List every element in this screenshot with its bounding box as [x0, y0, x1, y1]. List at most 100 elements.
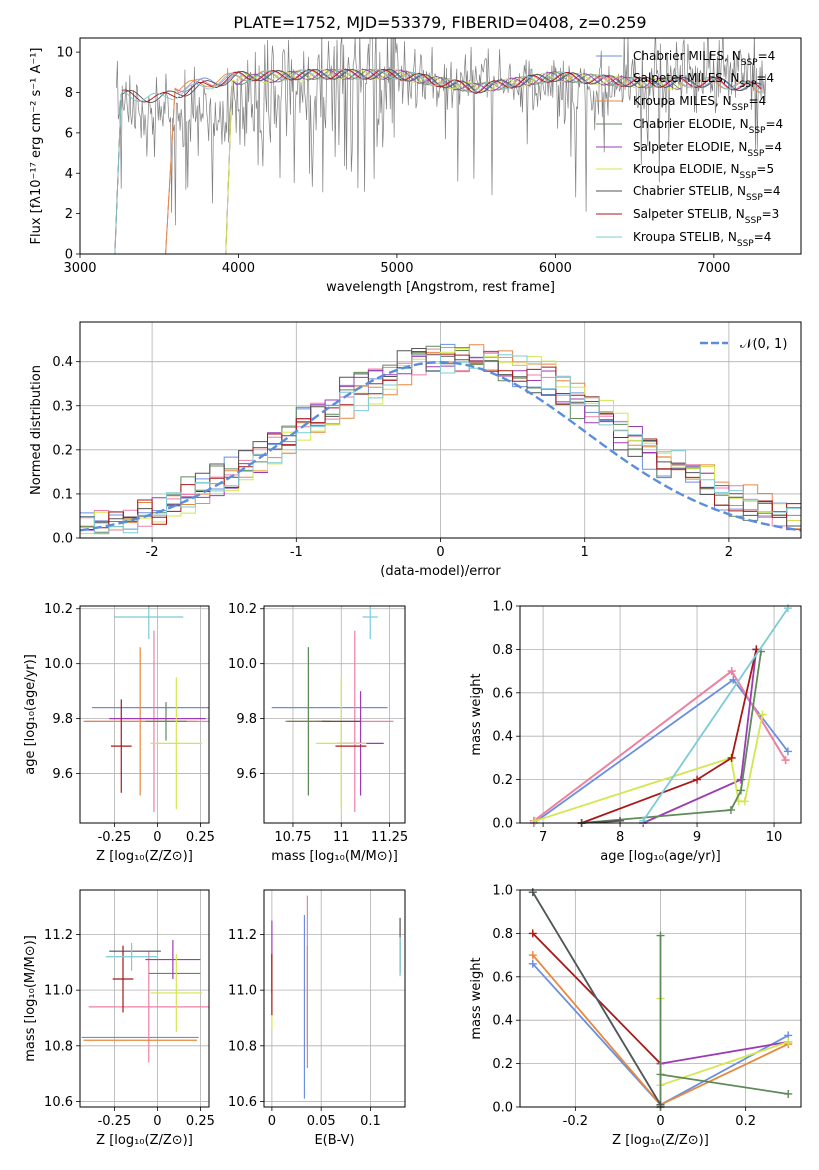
errorbar-point [88, 951, 209, 1063]
x-tick-label: 10 [766, 830, 783, 845]
y-tick-label: 2 [65, 207, 73, 222]
y-tick-label: 9.6 [52, 767, 73, 782]
y-tick-label: 4 [65, 167, 73, 182]
plot-area [271, 895, 401, 1099]
axes-frame [79, 605, 210, 824]
weight-line [581, 649, 758, 824]
legend-label: Salpeter STELIB, NSSP=3 [633, 207, 779, 226]
x-tick-label: 5000 [380, 261, 413, 276]
x-tick-label: 0 [153, 830, 161, 845]
y-axis-label: Normed distribution [29, 365, 44, 495]
y-tick-label: 10.2 [228, 602, 257, 617]
weight-line [581, 651, 762, 824]
normal-curve [80, 360, 801, 532]
weight-marker [616, 816, 625, 825]
weight-marker [736, 775, 745, 784]
y-tick-label: 9.8 [236, 712, 257, 727]
x-axis-label: wavelength [Angstrom, rest frame] [326, 280, 555, 295]
histogram-series [80, 352, 801, 535]
weight-marker [528, 951, 537, 960]
y-tick-label: 0.4 [492, 730, 513, 745]
weight-marker [528, 959, 537, 968]
axes-frame [79, 889, 210, 1108]
y-tick-label: 10.8 [44, 1039, 73, 1054]
errorbar-point [110, 699, 132, 793]
y-tick-label: 0.2 [52, 443, 73, 458]
y-tick-label: 1.0 [492, 884, 513, 899]
y-axis-label: Flux [fλ10⁻¹⁷ erg cm⁻² s⁻¹ A⁻¹] [29, 48, 44, 245]
x-tick-label: -0.25 [98, 1114, 132, 1129]
x-tick-label: -2 [146, 545, 159, 560]
weight-marker [784, 1037, 793, 1046]
weight-marker [740, 797, 749, 806]
x-tick-label: 11 [333, 830, 350, 845]
x-tick-label: 3000 [63, 261, 96, 276]
plot-area [271, 606, 394, 813]
weight-series [528, 888, 665, 1109]
model-series [114, 68, 762, 254]
y-tick-label: 10 [56, 46, 73, 61]
y-tick-label: 0.1 [52, 487, 73, 502]
legend: 𝒩(0, 1) [700, 337, 787, 352]
weight-marker [656, 1070, 665, 1079]
plot-area [83, 606, 209, 813]
y-tick-label: 0.8 [492, 927, 513, 942]
y-tick-label: 0.6 [492, 970, 513, 985]
x-tick-label: 11.25 [371, 830, 408, 845]
errorbar-point [114, 606, 184, 639]
weight-line [659, 935, 789, 1107]
weight-line [660, 1041, 789, 1065]
legend-label: Chabrier ELODIE, NSSP=4 [633, 117, 783, 136]
weight-marker [656, 931, 665, 940]
errorbar-point [112, 945, 134, 1013]
grid [264, 890, 405, 1107]
panel-mass_vs_EBV: 0 0.05 0.1 10.6 10.8 11.0 11.2 E(B-V) [228, 889, 406, 1148]
x-tick-label: 0 [656, 1114, 664, 1129]
plot-area [81, 940, 209, 1063]
plot-area [80, 343, 801, 535]
y-tick-label: 0.6 [492, 686, 513, 701]
x-axis-label: mass [log₁₀(M/M⊙)] [271, 849, 398, 864]
errorbar-point [105, 942, 158, 971]
weight-series [656, 931, 793, 1111]
weight-line [532, 891, 662, 1106]
y-tick-label: 6 [65, 126, 73, 141]
x-tick-label: -0.25 [98, 830, 132, 845]
x-tick-label: 4000 [222, 261, 255, 276]
axes-frame [79, 321, 802, 539]
legend-label: Kroupa ELODIE, NSSP=5 [633, 162, 774, 181]
axes-frame [79, 37, 802, 255]
weight-marker [727, 667, 736, 676]
y-tick-label: 0.2 [492, 773, 513, 788]
weight-marker [781, 756, 790, 765]
grid [80, 890, 209, 1107]
x-tick-label: 0 [436, 545, 444, 560]
x-tick-label: 1 [581, 545, 589, 560]
weight-marker [736, 786, 745, 795]
errorbar-point [145, 702, 187, 741]
grid [80, 606, 209, 823]
panel-mass_vs_Z: -0.25 0 0.25 10.6 10.8 11.0 11.2 Z [log₁₀(Z/Z⊙)… [23, 889, 215, 1148]
errorbar-point [150, 677, 203, 810]
y-axis-label: mass weight [469, 957, 484, 1039]
x-tick-label: 10.75 [274, 830, 311, 845]
weight-line [535, 714, 764, 822]
grid [264, 606, 405, 823]
x-tick-label: 0.05 [307, 1114, 336, 1129]
errorbar-point [145, 940, 201, 980]
axes-frame [519, 605, 802, 824]
x-tick-label: 9 [693, 830, 701, 845]
x-axis-label: age [log₁₀(age/yr)] [600, 849, 721, 864]
y-tick-label: 0.4 [52, 355, 73, 370]
plot-area [114, 38, 767, 254]
axes-frame [263, 605, 406, 824]
weight-marker [784, 1089, 793, 1098]
model-series [114, 68, 762, 254]
x-tick-label: 8 [616, 830, 624, 845]
figure-title: PLATE=1752, MJD=53379, FIBERID=0408, z=0… [233, 13, 646, 32]
y-tick-label: 8 [65, 86, 73, 101]
x-axis-label: E(B-V) [314, 1133, 354, 1148]
x-tick-label: -1 [290, 545, 303, 560]
errorbar-point [150, 953, 203, 1032]
